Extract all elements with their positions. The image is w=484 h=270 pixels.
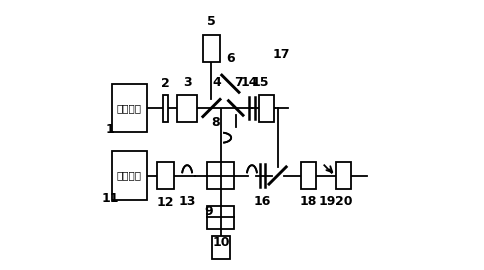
Bar [177,94,197,122]
Text: 15: 15 [251,76,268,89]
Text: 12: 12 [156,196,174,209]
Text: 探测光源: 探测光源 [116,170,141,181]
Text: 10: 10 [212,237,229,249]
Text: 泵浦光源: 泵浦光源 [116,103,141,113]
Text: 14: 14 [241,76,258,89]
Text: 9: 9 [204,205,212,218]
Bar [202,35,220,62]
Bar [163,94,167,122]
Bar [207,206,234,229]
Text: 18: 18 [299,195,317,208]
Bar [111,84,146,132]
Text: 20: 20 [334,195,352,208]
Bar [259,94,273,122]
Bar [207,162,234,189]
Bar [212,235,229,259]
Text: 1: 1 [106,123,114,136]
Bar [111,151,146,200]
Text: 4: 4 [212,76,221,89]
Text: 11: 11 [101,192,119,205]
Bar [335,162,350,189]
Text: 8: 8 [211,116,219,129]
Text: 16: 16 [254,195,271,208]
Text: 17: 17 [272,48,290,60]
Text: 19: 19 [318,195,335,208]
Text: 13: 13 [178,195,196,208]
Bar [301,162,316,189]
Text: 7: 7 [234,76,242,89]
Text: 2: 2 [161,77,169,90]
Bar [156,162,174,189]
Text: 5: 5 [207,15,215,28]
Text: 6: 6 [226,52,234,65]
Text: 3: 3 [182,76,191,89]
